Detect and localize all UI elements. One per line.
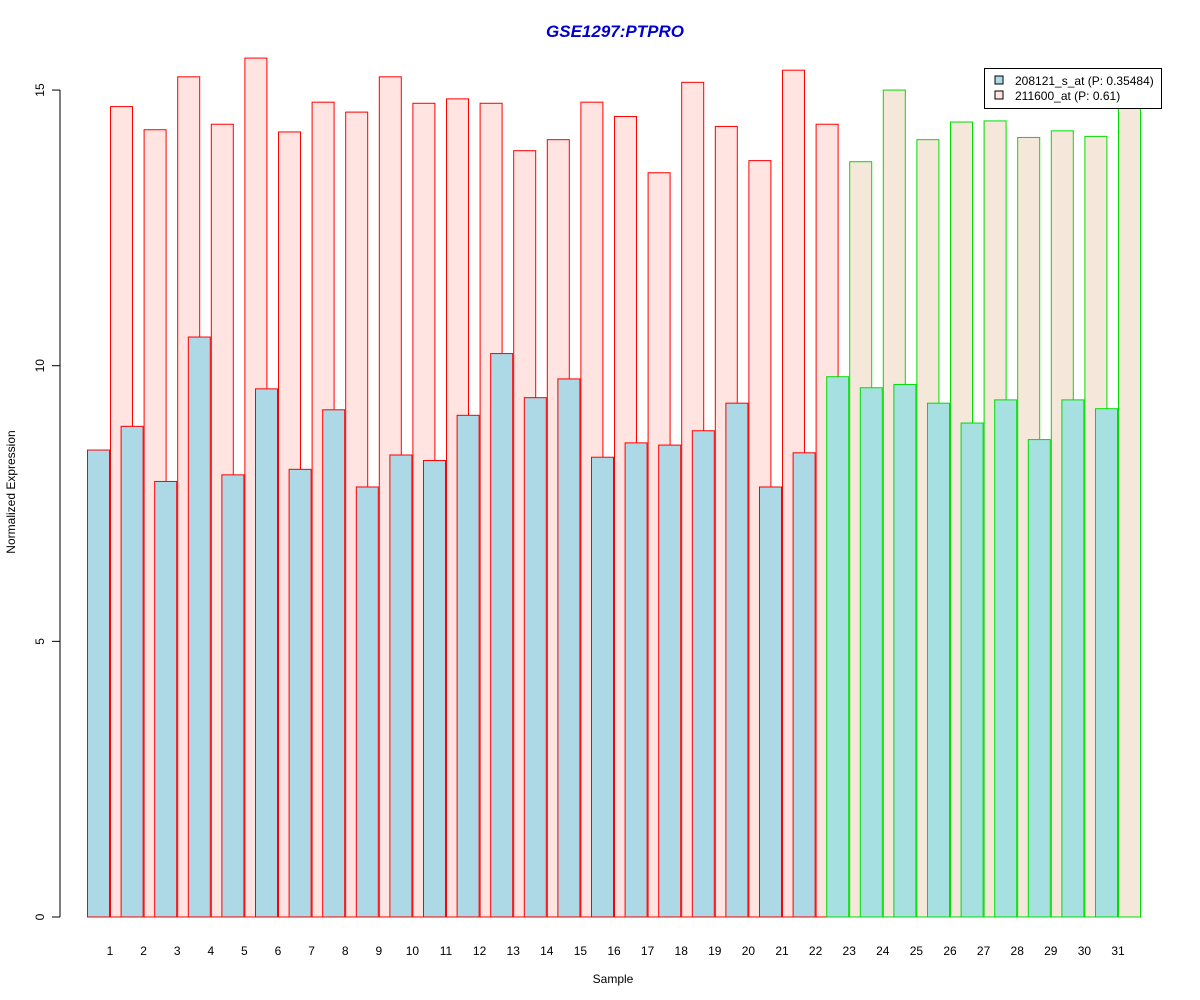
bar-208121-s-at <box>288 468 312 918</box>
x-tick-label: 16 <box>607 944 621 958</box>
x-tick-label: 11 <box>440 944 453 958</box>
legend-swatch <box>994 75 1004 85</box>
bar-208121-s-at <box>893 383 917 918</box>
bar-208121-s-at <box>927 402 950 918</box>
x-axis-label: Sample <box>593 972 634 986</box>
bar-208121-s-at <box>624 442 648 918</box>
x-tick-label: 12 <box>473 944 487 958</box>
bar-208121-s-at <box>355 486 379 918</box>
x-tick-label: 29 <box>1044 944 1058 958</box>
x-tick-label: 14 <box>540 944 554 958</box>
x-tick-label: 26 <box>943 944 957 958</box>
x-tick-label: 1 <box>107 944 114 958</box>
bar-208121-s-at <box>691 430 715 918</box>
bar-208121-s-at <box>1095 408 1118 918</box>
x-tick-label: 7 <box>308 944 315 958</box>
bar-208121-s-at <box>994 399 1018 918</box>
x-tick-label: 18 <box>675 944 689 958</box>
bar-208121-s-at <box>154 480 178 918</box>
bar-208121-s-at <box>725 402 749 918</box>
y-axis-ticks: 0 5 10 15 <box>33 83 60 920</box>
x-tick-label: 21 <box>775 944 789 958</box>
bar-208121-s-at <box>523 397 547 918</box>
x-tick-label: 28 <box>1011 944 1025 958</box>
bar-208121-s-at <box>826 376 850 918</box>
bar-208121-s-at <box>557 378 581 918</box>
bar-208121-s-at <box>389 454 413 918</box>
legend-label: 208121_s_at (P: 0.35484) <box>1015 74 1154 88</box>
bar-208121-s-at <box>187 336 211 918</box>
x-tick-label: 25 <box>910 944 924 958</box>
bar-208121-s-at <box>759 486 782 918</box>
legend: 208121_s_at (P: 0.35484)211600_at (P: 0.… <box>984 68 1162 109</box>
y-tick-label: 10 <box>33 359 47 373</box>
bar-208121-s-at <box>87 449 110 918</box>
x-tick-label: 2 <box>140 944 147 958</box>
legend-label: 211600_at (P: 0.61) <box>1015 89 1120 103</box>
x-tick-label: 30 <box>1078 944 1092 958</box>
bar-208121-s-at <box>221 474 245 918</box>
bar-208121-s-at <box>658 444 682 918</box>
bars <box>87 57 1141 918</box>
x-tick-label: 23 <box>843 944 857 958</box>
x-tick-label: 31 <box>1111 944 1125 958</box>
x-tick-label: 10 <box>406 944 420 958</box>
bar-208121-s-at <box>120 425 144 918</box>
bar-208121-s-at <box>322 409 346 918</box>
legend-box <box>984 68 1162 109</box>
y-tick-label: 5 <box>33 638 47 645</box>
bar-208121-s-at <box>490 353 514 918</box>
x-tick-label: 19 <box>708 944 722 958</box>
x-tick-label: 27 <box>977 944 991 958</box>
x-tick-label: 6 <box>275 944 282 958</box>
y-tick-label: 0 <box>33 913 47 920</box>
chart-title: GSE1297:PTPRO <box>546 22 684 41</box>
y-axis-label: Normalized Expression <box>4 430 18 553</box>
x-tick-label: 3 <box>174 944 181 958</box>
x-tick-label: 22 <box>809 944 823 958</box>
bar-208121-s-at <box>1027 439 1051 918</box>
bar-208121-s-at <box>423 460 446 918</box>
bar-208121-s-at <box>1061 399 1085 918</box>
x-axis-tick-labels: 1 2 3 4 5 6 7 8 9 10 11 12 13 14 15 16 17 18 19 20 21 22 23 24 2… <box>107 944 1125 958</box>
bar-208121-s-at <box>859 387 883 918</box>
x-tick-label: 13 <box>507 944 521 958</box>
legend-swatch <box>994 90 1004 100</box>
x-tick-label: 20 <box>742 944 756 958</box>
x-tick-label: 15 <box>574 944 588 958</box>
bar-208121-s-at <box>960 422 984 918</box>
x-tick-label: 8 <box>342 944 349 958</box>
bar-208121-s-at <box>792 452 816 918</box>
x-tick-label: 17 <box>641 944 655 958</box>
x-tick-label: 24 <box>876 944 890 958</box>
bar-208121-s-at <box>255 388 278 918</box>
bar-208121-s-at <box>456 414 480 918</box>
x-tick-label: 4 <box>207 944 214 958</box>
x-tick-label: 5 <box>241 944 248 958</box>
y-tick-label: 15 <box>33 83 47 97</box>
bar-211600-at <box>1118 106 1141 918</box>
x-tick-label: 9 <box>375 944 382 958</box>
bar-208121-s-at <box>591 456 614 918</box>
